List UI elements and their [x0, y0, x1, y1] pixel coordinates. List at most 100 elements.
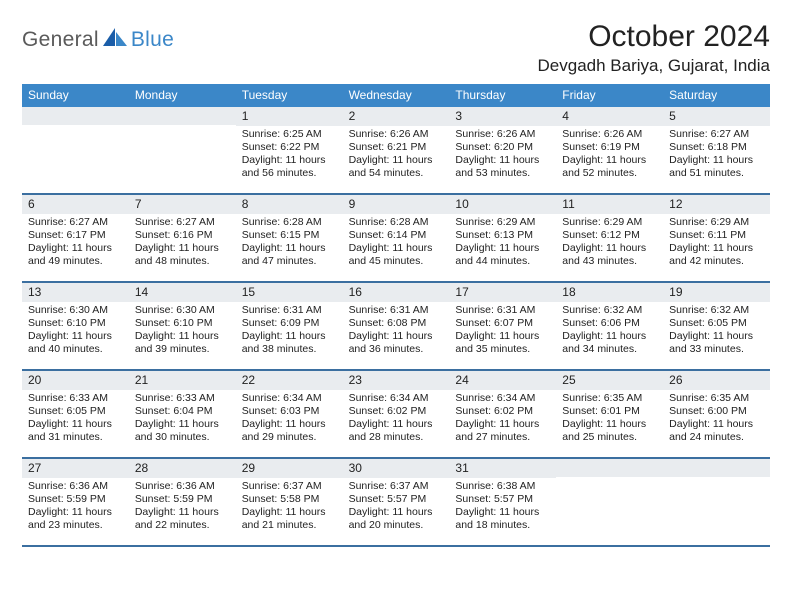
day-cell: 15Sunrise: 6:31 AMSunset: 6:09 PMDayligh… [236, 283, 343, 369]
week-row: 1Sunrise: 6:25 AMSunset: 6:22 PMDaylight… [22, 107, 770, 195]
day-details: Sunrise: 6:37 AMSunset: 5:58 PMDaylight:… [236, 478, 343, 537]
day-cell: 21Sunrise: 6:33 AMSunset: 6:04 PMDayligh… [129, 371, 236, 457]
day-cell: 22Sunrise: 6:34 AMSunset: 6:03 PMDayligh… [236, 371, 343, 457]
empty-day-cell [22, 107, 129, 193]
day-cell: 2Sunrise: 6:26 AMSunset: 6:21 PMDaylight… [343, 107, 450, 193]
empty-day-cell [556, 459, 663, 545]
day-cell: 30Sunrise: 6:37 AMSunset: 5:57 PMDayligh… [343, 459, 450, 545]
day-details: Sunrise: 6:28 AMSunset: 6:15 PMDaylight:… [236, 214, 343, 273]
day-cell: 31Sunrise: 6:38 AMSunset: 5:57 PMDayligh… [449, 459, 556, 545]
day-cell: 10Sunrise: 6:29 AMSunset: 6:13 PMDayligh… [449, 195, 556, 281]
brand-sail-icon [101, 26, 129, 53]
day-number: 2 [343, 107, 450, 126]
day-number: 4 [556, 107, 663, 126]
day-cell: 12Sunrise: 6:29 AMSunset: 6:11 PMDayligh… [663, 195, 770, 281]
brand-logo: General Blue [22, 20, 174, 53]
day-number: 31 [449, 459, 556, 478]
day-number: 16 [343, 283, 450, 302]
day-number: 22 [236, 371, 343, 390]
day-cell: 28Sunrise: 6:36 AMSunset: 5:59 PMDayligh… [129, 459, 236, 545]
dow-header-row: SundayMondayTuesdayWednesdayThursdayFrid… [22, 84, 770, 107]
empty-daynum-bar [22, 107, 129, 125]
day-cell: 20Sunrise: 6:33 AMSunset: 6:05 PMDayligh… [22, 371, 129, 457]
day-details: Sunrise: 6:29 AMSunset: 6:11 PMDaylight:… [663, 214, 770, 273]
page-header: General Blue October 2024 Devgadh Bariya… [22, 20, 770, 76]
day-cell: 1Sunrise: 6:25 AMSunset: 6:22 PMDaylight… [236, 107, 343, 193]
day-details: Sunrise: 6:30 AMSunset: 6:10 PMDaylight:… [22, 302, 129, 361]
day-number: 7 [129, 195, 236, 214]
day-details: Sunrise: 6:27 AMSunset: 6:16 PMDaylight:… [129, 214, 236, 273]
dow-header-cell: Sunday [22, 84, 129, 107]
brand-text-1: General [22, 28, 99, 52]
day-details: Sunrise: 6:34 AMSunset: 6:03 PMDaylight:… [236, 390, 343, 449]
week-row: 6Sunrise: 6:27 AMSunset: 6:17 PMDaylight… [22, 195, 770, 283]
day-number: 23 [343, 371, 450, 390]
day-details: Sunrise: 6:27 AMSunset: 6:17 PMDaylight:… [22, 214, 129, 273]
day-details: Sunrise: 6:30 AMSunset: 6:10 PMDaylight:… [129, 302, 236, 361]
day-cell: 24Sunrise: 6:34 AMSunset: 6:02 PMDayligh… [449, 371, 556, 457]
day-cell: 16Sunrise: 6:31 AMSunset: 6:08 PMDayligh… [343, 283, 450, 369]
day-cell: 19Sunrise: 6:32 AMSunset: 6:05 PMDayligh… [663, 283, 770, 369]
day-number: 30 [343, 459, 450, 478]
day-details: Sunrise: 6:31 AMSunset: 6:07 PMDaylight:… [449, 302, 556, 361]
empty-day-cell [663, 459, 770, 545]
dow-header-cell: Wednesday [343, 84, 450, 107]
day-details: Sunrise: 6:27 AMSunset: 6:18 PMDaylight:… [663, 126, 770, 185]
day-details: Sunrise: 6:38 AMSunset: 5:57 PMDaylight:… [449, 478, 556, 537]
day-details: Sunrise: 6:26 AMSunset: 6:21 PMDaylight:… [343, 126, 450, 185]
day-number: 15 [236, 283, 343, 302]
day-cell: 29Sunrise: 6:37 AMSunset: 5:58 PMDayligh… [236, 459, 343, 545]
day-cell: 14Sunrise: 6:30 AMSunset: 6:10 PMDayligh… [129, 283, 236, 369]
day-details: Sunrise: 6:32 AMSunset: 6:05 PMDaylight:… [663, 302, 770, 361]
week-row: 20Sunrise: 6:33 AMSunset: 6:05 PMDayligh… [22, 371, 770, 459]
day-details: Sunrise: 6:31 AMSunset: 6:08 PMDaylight:… [343, 302, 450, 361]
month-title: October 2024 [538, 20, 770, 54]
day-cell: 6Sunrise: 6:27 AMSunset: 6:17 PMDaylight… [22, 195, 129, 281]
empty-day-cell [129, 107, 236, 193]
day-cell: 23Sunrise: 6:34 AMSunset: 6:02 PMDayligh… [343, 371, 450, 457]
dow-header-cell: Friday [556, 84, 663, 107]
day-cell: 26Sunrise: 6:35 AMSunset: 6:00 PMDayligh… [663, 371, 770, 457]
day-number: 18 [556, 283, 663, 302]
day-number: 19 [663, 283, 770, 302]
day-number: 3 [449, 107, 556, 126]
day-cell: 27Sunrise: 6:36 AMSunset: 5:59 PMDayligh… [22, 459, 129, 545]
day-number: 1 [236, 107, 343, 126]
day-number: 11 [556, 195, 663, 214]
day-details: Sunrise: 6:35 AMSunset: 6:00 PMDaylight:… [663, 390, 770, 449]
empty-daynum-bar [129, 107, 236, 125]
day-details: Sunrise: 6:25 AMSunset: 6:22 PMDaylight:… [236, 126, 343, 185]
title-block: October 2024 Devgadh Bariya, Gujarat, In… [538, 20, 770, 76]
day-details: Sunrise: 6:34 AMSunset: 6:02 PMDaylight:… [343, 390, 450, 449]
dow-header-cell: Monday [129, 84, 236, 107]
day-details: Sunrise: 6:31 AMSunset: 6:09 PMDaylight:… [236, 302, 343, 361]
day-cell: 13Sunrise: 6:30 AMSunset: 6:10 PMDayligh… [22, 283, 129, 369]
day-number: 21 [129, 371, 236, 390]
day-cell: 4Sunrise: 6:26 AMSunset: 6:19 PMDaylight… [556, 107, 663, 193]
day-number: 20 [22, 371, 129, 390]
day-number: 28 [129, 459, 236, 478]
day-number: 17 [449, 283, 556, 302]
day-details: Sunrise: 6:36 AMSunset: 5:59 PMDaylight:… [22, 478, 129, 537]
dow-header-cell: Tuesday [236, 84, 343, 107]
day-number: 5 [663, 107, 770, 126]
day-cell: 3Sunrise: 6:26 AMSunset: 6:20 PMDaylight… [449, 107, 556, 193]
week-row: 27Sunrise: 6:36 AMSunset: 5:59 PMDayligh… [22, 459, 770, 547]
day-details: Sunrise: 6:33 AMSunset: 6:04 PMDaylight:… [129, 390, 236, 449]
dow-header-cell: Thursday [449, 84, 556, 107]
day-cell: 25Sunrise: 6:35 AMSunset: 6:01 PMDayligh… [556, 371, 663, 457]
day-details: Sunrise: 6:26 AMSunset: 6:19 PMDaylight:… [556, 126, 663, 185]
day-details: Sunrise: 6:26 AMSunset: 6:20 PMDaylight:… [449, 126, 556, 185]
day-details: Sunrise: 6:36 AMSunset: 5:59 PMDaylight:… [129, 478, 236, 537]
day-cell: 9Sunrise: 6:28 AMSunset: 6:14 PMDaylight… [343, 195, 450, 281]
brand-text-2: Blue [131, 28, 174, 52]
day-cell: 18Sunrise: 6:32 AMSunset: 6:06 PMDayligh… [556, 283, 663, 369]
calendar-grid: SundayMondayTuesdayWednesdayThursdayFrid… [22, 84, 770, 547]
day-cell: 7Sunrise: 6:27 AMSunset: 6:16 PMDaylight… [129, 195, 236, 281]
weeks-container: 1Sunrise: 6:25 AMSunset: 6:22 PMDaylight… [22, 107, 770, 547]
day-details: Sunrise: 6:29 AMSunset: 6:13 PMDaylight:… [449, 214, 556, 273]
day-details: Sunrise: 6:33 AMSunset: 6:05 PMDaylight:… [22, 390, 129, 449]
week-row: 13Sunrise: 6:30 AMSunset: 6:10 PMDayligh… [22, 283, 770, 371]
day-details: Sunrise: 6:32 AMSunset: 6:06 PMDaylight:… [556, 302, 663, 361]
day-number: 27 [22, 459, 129, 478]
